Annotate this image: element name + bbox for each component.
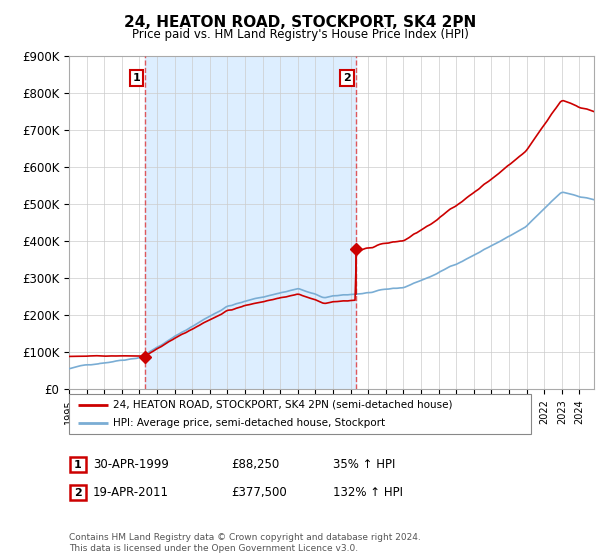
Text: 1: 1 [133, 73, 140, 83]
Text: £88,250: £88,250 [231, 458, 279, 472]
Text: 1: 1 [74, 460, 82, 470]
Text: 2: 2 [343, 73, 351, 83]
Text: 2: 2 [74, 488, 82, 498]
Text: Contains HM Land Registry data © Crown copyright and database right 2024.
This d: Contains HM Land Registry data © Crown c… [69, 533, 421, 553]
Text: 132% ↑ HPI: 132% ↑ HPI [333, 486, 403, 500]
Text: Price paid vs. HM Land Registry's House Price Index (HPI): Price paid vs. HM Land Registry's House … [131, 28, 469, 41]
Text: 30-APR-1999: 30-APR-1999 [93, 458, 169, 472]
FancyBboxPatch shape [70, 457, 86, 472]
FancyBboxPatch shape [70, 485, 86, 501]
Bar [145, 56, 356, 389]
Text: 24, HEATON ROAD, STOCKPORT, SK4 2PN (semi-detached house): 24, HEATON ROAD, STOCKPORT, SK4 2PN (sem… [113, 400, 452, 409]
Text: HPI: Average price, semi-detached house, Stockport: HPI: Average price, semi-detached house,… [113, 418, 385, 428]
Text: 35% ↑ HPI: 35% ↑ HPI [333, 458, 395, 472]
FancyBboxPatch shape [69, 394, 531, 434]
Text: 19-APR-2011: 19-APR-2011 [93, 486, 169, 500]
Text: £377,500: £377,500 [231, 486, 287, 500]
Text: 24, HEATON ROAD, STOCKPORT, SK4 2PN: 24, HEATON ROAD, STOCKPORT, SK4 2PN [124, 15, 476, 30]
